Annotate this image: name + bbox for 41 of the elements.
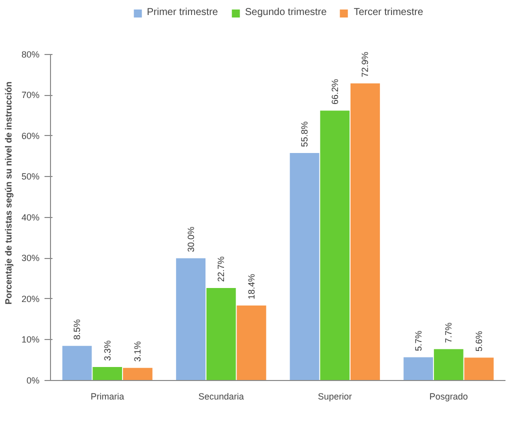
bar [320,110,350,380]
y-axis-title: Porcentaje de turistas según su nivel de instrucción [3,81,14,305]
y-tick-label: 80% [21,49,40,60]
data-label: 66.2% [330,79,340,105]
bar [350,83,380,380]
bar [122,368,152,380]
y-tick-label: 30% [21,253,40,264]
y-tick-label: 70% [21,90,40,100]
legend-label: Segundo trimestre [244,7,327,18]
y-tick-label: 60% [21,130,40,141]
data-label: 72.9% [360,52,370,78]
data-label: 22.7% [216,256,226,282]
x-tick-label: Posgrado [429,392,468,402]
y-tick-label: 20% [21,294,40,304]
y-tick-label: 0% [26,376,40,386]
y-tick-label: 10% [21,334,40,345]
data-label: 5.6% [474,331,484,352]
data-label: 5.7% [413,330,424,352]
data-label: 3.1% [132,341,143,362]
data-label: 18.4% [246,274,256,300]
bar [434,349,464,380]
x-tick-label: Secundaria [198,392,244,402]
bar [236,306,266,380]
bar [206,288,236,380]
bar [290,153,320,380]
bar [464,358,494,380]
bar [62,346,92,380]
bar [176,258,206,380]
y-tick-label: 50% [21,172,40,182]
x-tick-label: Primaria [90,392,124,402]
bar [92,367,122,380]
data-label: 3.3% [102,340,112,361]
legend-label: Primer trimestre [146,7,218,18]
legend-label: Tercer trimestre [354,7,424,18]
data-label: 8.5% [72,319,82,340]
y-tick-label: 40% [21,212,40,222]
bar [404,357,434,380]
data-label: 7.7% [444,322,454,343]
data-label: 55.8% [300,121,310,147]
data-label: 30.0% [186,226,196,252]
x-tick-label: Superior [318,392,352,402]
